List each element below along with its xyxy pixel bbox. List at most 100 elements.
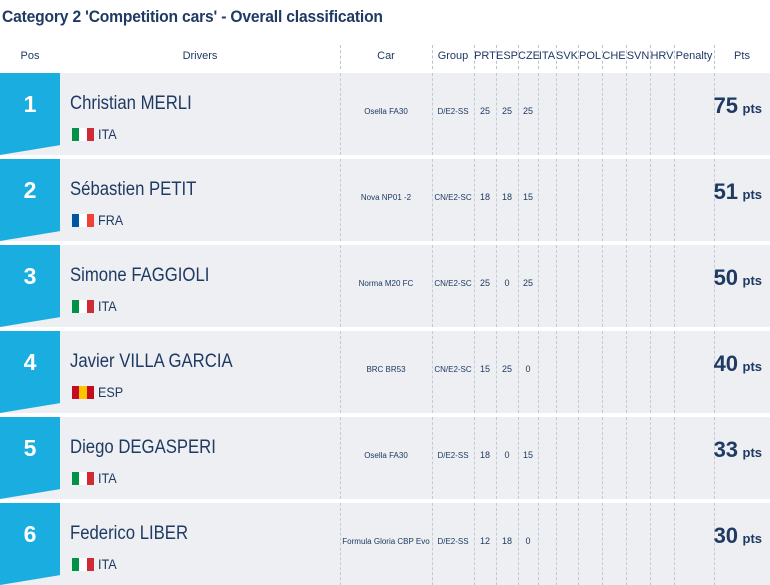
column-divider xyxy=(496,331,497,413)
column-divider xyxy=(474,73,475,155)
position-number: 6 xyxy=(23,521,37,547)
column-divider xyxy=(432,331,433,413)
points-suffix: pts xyxy=(742,187,763,202)
column-divider xyxy=(496,159,497,241)
column-divider xyxy=(496,417,497,499)
column-divider xyxy=(578,73,579,155)
table-row[interactable]: 2 Sébastien PETIT FRA Nova NP01 -2 CN/E2-SC 1… xyxy=(0,159,770,241)
total-points: 33 pts xyxy=(714,437,762,463)
header-pos: Pos xyxy=(20,50,40,62)
points-value: 50 xyxy=(713,265,739,290)
column-divider xyxy=(518,417,519,499)
table-row[interactable]: 3 Simone FAGGIOLI ITA Norma M20 FC CN/E2-SC 2… xyxy=(0,245,770,327)
nationality-code: ITA xyxy=(98,298,117,314)
round-score: 25 xyxy=(479,278,490,288)
flag-icon xyxy=(72,471,94,485)
column-divider xyxy=(340,331,341,413)
column-divider xyxy=(578,503,579,585)
round-score: 0 xyxy=(525,536,531,546)
round-score: 0 xyxy=(525,364,531,374)
position-number: 5 xyxy=(23,435,37,461)
header-round-hrv: HRV xyxy=(650,50,674,62)
column-divider xyxy=(714,73,715,155)
column-divider xyxy=(602,73,603,155)
column-divider xyxy=(674,503,675,585)
driver-nationality: ITA xyxy=(72,126,119,142)
position-badge xyxy=(0,73,60,155)
round-score: 15 xyxy=(479,364,490,374)
nationality-code: ESP xyxy=(98,384,124,400)
table-header: Pos Drivers Car Group Penalty Pts PRT ESP… xyxy=(0,45,770,69)
column-divider xyxy=(714,245,715,327)
column-divider xyxy=(650,503,651,585)
column-divider xyxy=(432,159,433,241)
column-divider xyxy=(538,417,539,499)
round-score: 25 xyxy=(479,106,490,116)
round-score: 25 xyxy=(522,106,533,116)
driver-name[interactable]: Diego DEGASPERI xyxy=(70,437,216,458)
position-number: 2 xyxy=(23,177,37,203)
driver-nationality: ITA xyxy=(72,298,119,314)
column-divider xyxy=(714,331,715,413)
driver-name[interactable]: Christian MERLI xyxy=(70,93,192,114)
column-divider xyxy=(650,331,651,413)
column-divider xyxy=(496,73,497,155)
header-car: Car xyxy=(377,50,395,62)
column-divider xyxy=(674,245,675,327)
car-model: Nova NP01 -2 xyxy=(360,193,412,202)
driver-nationality: ITA xyxy=(72,470,119,486)
header-divider xyxy=(556,45,557,69)
header-round-svn: SVN xyxy=(626,50,650,62)
header-divider xyxy=(650,45,651,69)
header-round-prt: PRT xyxy=(474,50,496,62)
car-group: CN/E2-SC xyxy=(434,193,472,202)
round-score: 18 xyxy=(479,450,490,460)
driver-nationality: FRA xyxy=(72,212,126,228)
driver-name[interactable]: Sébastien PETIT xyxy=(70,179,197,200)
header-divider xyxy=(340,45,341,69)
column-divider xyxy=(602,159,603,241)
header-divider xyxy=(602,45,603,69)
column-divider xyxy=(626,417,627,499)
round-score: 25 xyxy=(501,106,512,116)
page-title: Category 2 'Competition cars' - Overall … xyxy=(2,7,383,26)
header-drivers: Drivers xyxy=(182,50,218,62)
column-divider xyxy=(556,331,557,413)
table-row[interactable]: 6 Federico LIBER ITA Formula Gloria CBP Evo… xyxy=(0,503,770,585)
position-badge xyxy=(0,417,60,499)
points-value: 51 xyxy=(713,179,739,204)
column-divider xyxy=(518,503,519,585)
points-suffix: pts xyxy=(742,359,763,374)
column-divider xyxy=(432,73,433,155)
column-divider xyxy=(432,503,433,585)
round-score: 18 xyxy=(479,192,490,202)
column-divider xyxy=(432,245,433,327)
nationality-code: FRA xyxy=(98,212,124,228)
driver-name[interactable]: Federico LIBER xyxy=(70,523,189,544)
table-row[interactable]: 4 Javier VILLA GARCIA ESP BRC BR53 CN/E2-SC 1… xyxy=(0,331,770,413)
flag-icon xyxy=(72,557,94,571)
driver-name[interactable]: Javier VILLA GARCIA xyxy=(70,351,233,372)
column-divider xyxy=(556,417,557,499)
car-model: Osella FA30 xyxy=(364,451,408,460)
header-round-pol: POL xyxy=(578,50,601,62)
points-suffix: pts xyxy=(742,445,763,460)
points-value: 30 xyxy=(713,523,739,548)
column-divider xyxy=(626,503,627,585)
total-points: 51 pts xyxy=(714,179,762,205)
table-row[interactable]: 5 Diego DEGASPERI ITA Osella FA30 D/E2-SS 18 0… xyxy=(0,417,770,499)
column-divider xyxy=(496,503,497,585)
header-divider xyxy=(578,45,579,69)
round-score: 12 xyxy=(479,536,490,546)
driver-name[interactable]: Simone FAGGIOLI xyxy=(70,265,210,286)
column-divider xyxy=(340,503,341,585)
column-divider xyxy=(650,73,651,155)
points-value: 33 xyxy=(713,437,739,462)
table-row[interactable]: 1 Christian MERLI ITA Osella FA30 D/E2-SS 25 2… xyxy=(0,73,770,155)
column-divider xyxy=(556,73,557,155)
column-divider xyxy=(650,159,651,241)
column-divider xyxy=(650,245,651,327)
round-score: 18 xyxy=(501,192,512,202)
flag-icon xyxy=(72,127,94,141)
nationality-code: ITA xyxy=(98,470,117,486)
